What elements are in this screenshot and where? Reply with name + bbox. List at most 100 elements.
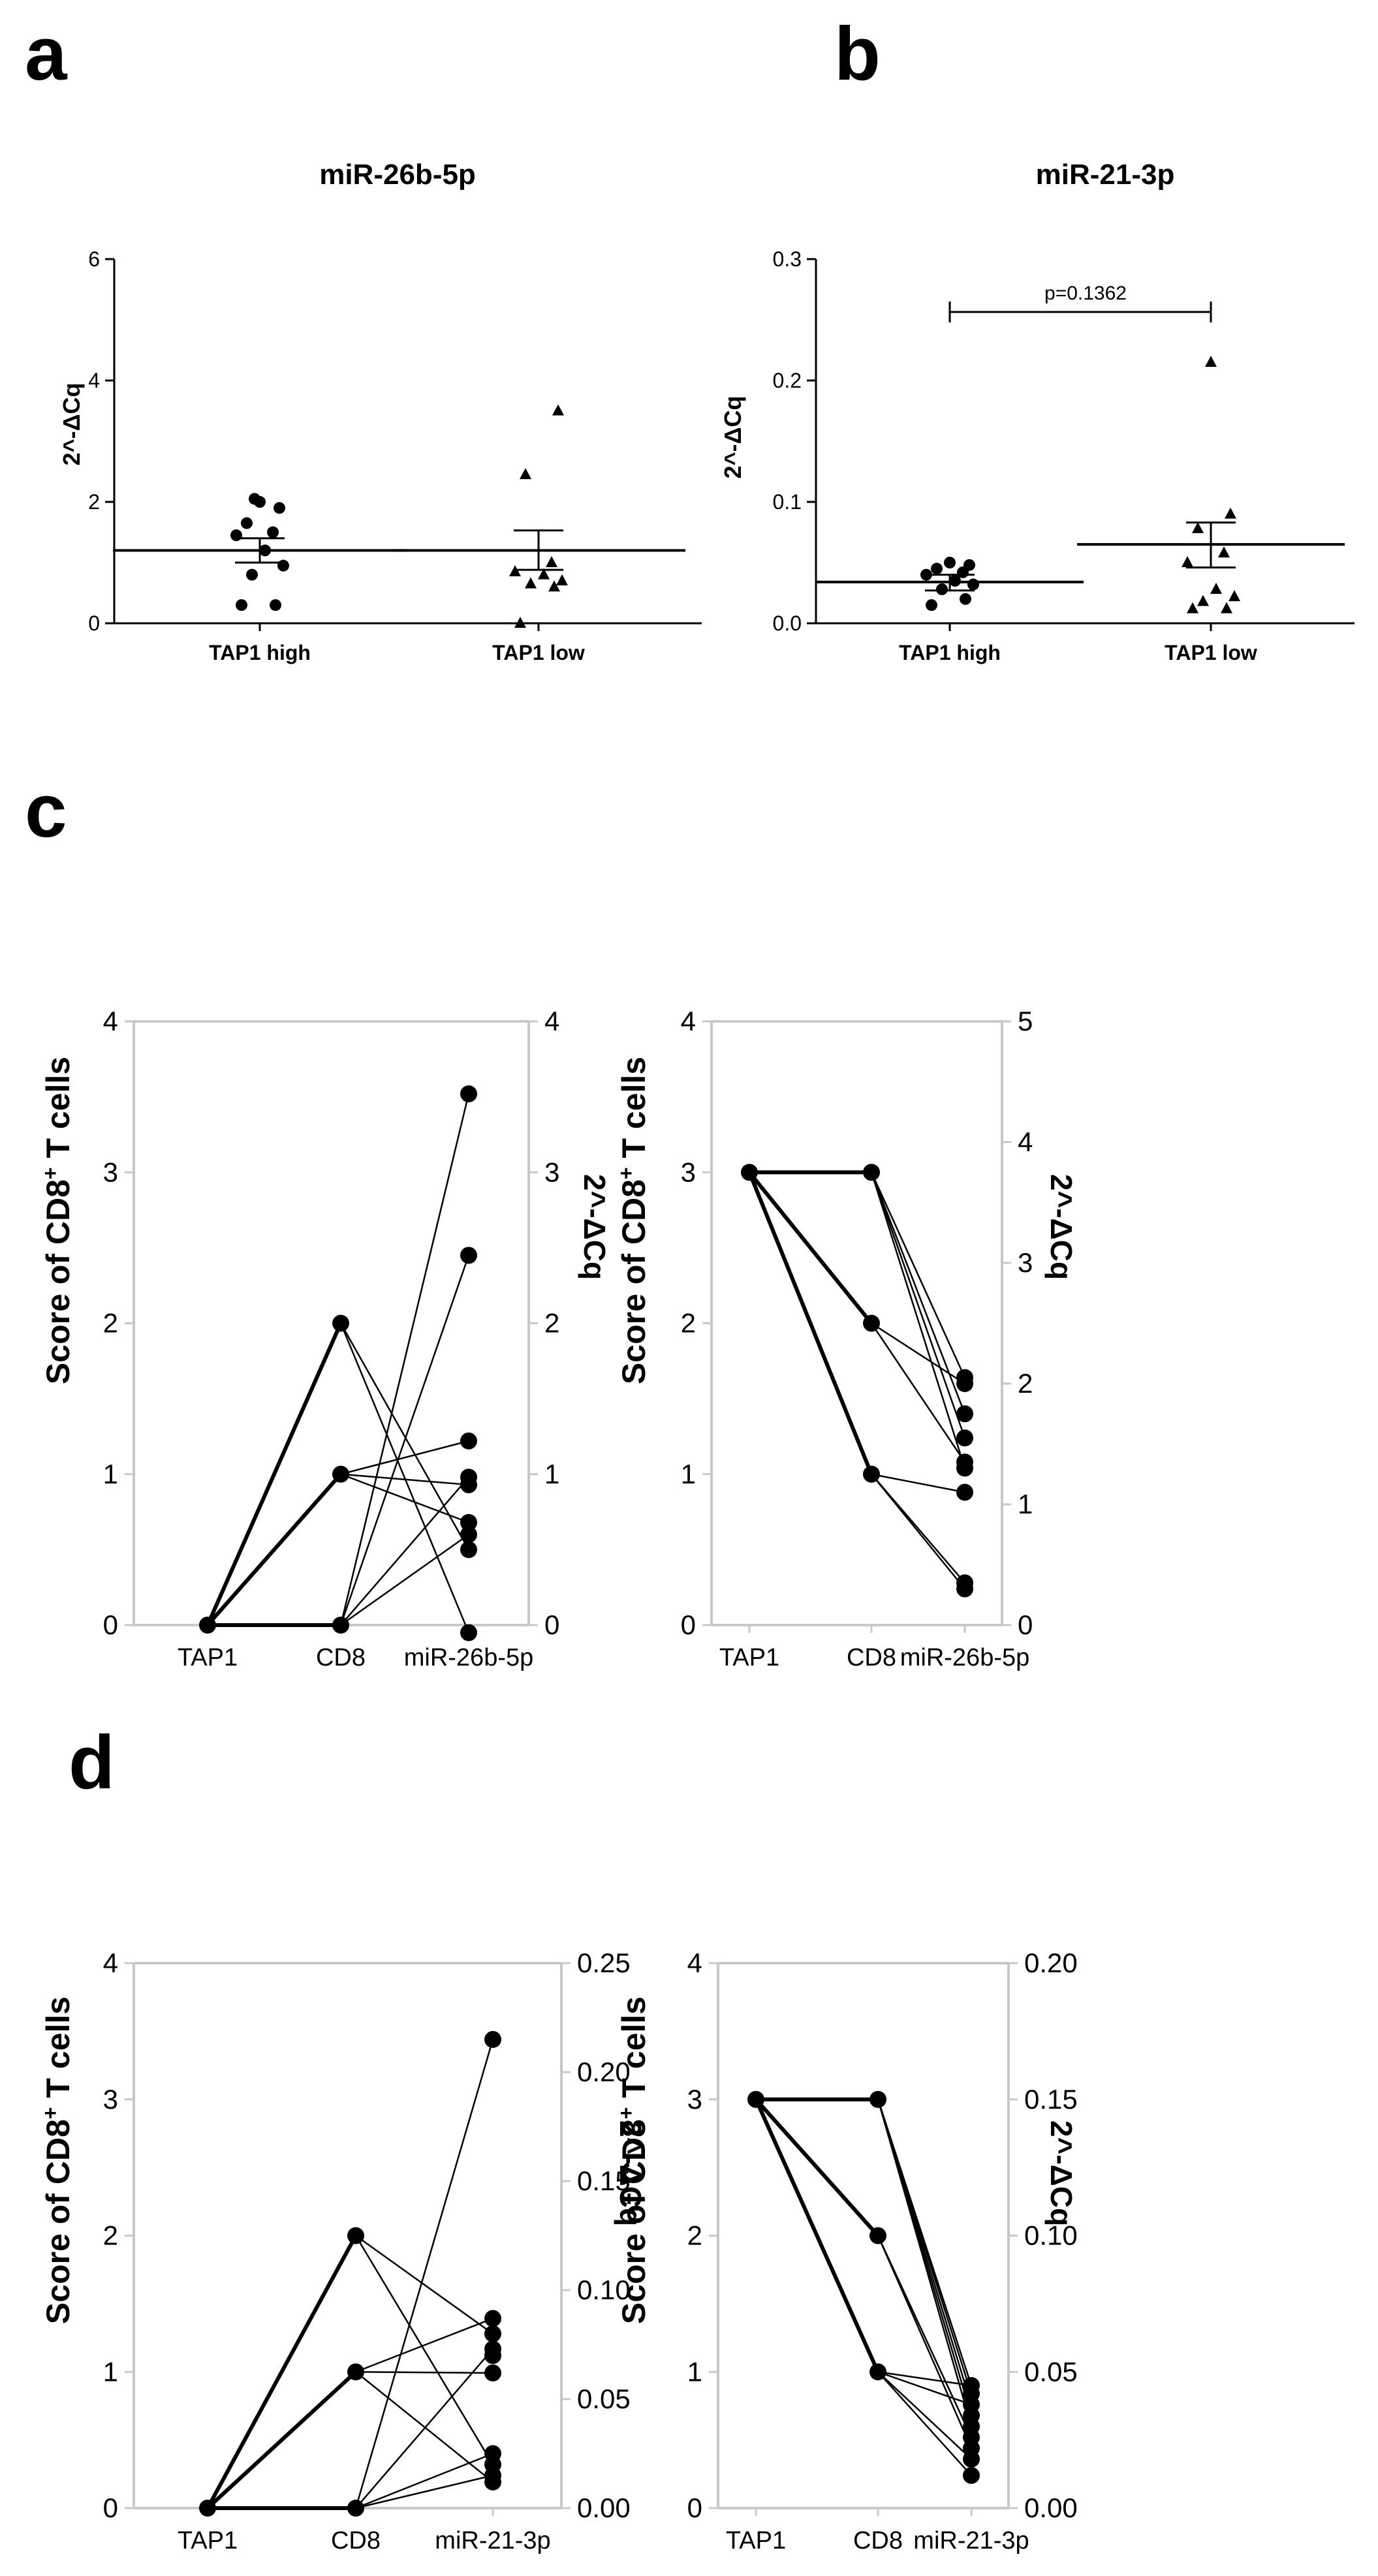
dl-left-tick-label: 2 [103,2220,118,2251]
dr-right-tick-label: 0.15 [1024,2084,1078,2115]
cr-cd8-mirna-line [870,1172,966,1438]
a-point-high [267,526,279,538]
cr-cd8-mirna-line [870,1172,966,1378]
panel-b-axes: 0.0 0.1 0.2 0.3 TAP1 high TAP1 low [773,247,1355,664]
cl-cd8-mirna-line [339,1255,470,1626]
dl-left-tick-label: 3 [103,2084,118,2115]
panel-a-ylabel: 2^-ΔCq [58,383,85,466]
d-right-axes: 0 1 2 3 4 0.00 0.05 0.10 0.15 0.20 TAP1 CD8 miR-21-3… [687,1948,1078,2554]
dr-cd8-mirna-line [877,2371,972,2460]
c-left-ylabel-main: Score of CD8 [40,1179,76,1384]
b-point-low [1218,546,1230,558]
dl-cd8-mirna-line [355,2474,493,2509]
dl-mirna-point [484,2310,501,2327]
dr-right-tick-label: 0.00 [1024,2492,1078,2523]
a-ytick-label: 0 [88,612,100,635]
a-point-high [277,559,289,572]
b-point-high [936,583,948,595]
cr-right-tick-label: 2 [1018,1368,1033,1399]
b-point-low [1182,556,1193,567]
cr-cd8-mirna-line [870,1172,966,1414]
cl-right-tick-label: 3 [544,1156,559,1187]
dl-x-tick-label: TAP1 [178,2527,238,2554]
dl-tap1-cd8-line [206,2370,358,2510]
cl-x-tick-label: miR-26b-5p [404,1644,534,1671]
panel-letter-a: a [25,11,68,96]
cl-tap1-cd8-line [206,1322,343,1626]
cl-left-tick-label: 1 [103,1459,118,1489]
panel-letter-c: c [25,768,67,853]
b-point-low [1187,602,1198,613]
cl-cd8-point [332,1465,349,1483]
panel-b-ylabel: 2^-ΔCq [719,396,746,479]
panel-letter-b: b [834,11,881,96]
cl-cd8-point [332,1617,349,1634]
c-right-right-ylabel: 2^-ΔCq [1044,1174,1078,1280]
cr-right-tick-label: 0 [1018,1609,1033,1640]
cl-cd8-point [332,1314,349,1332]
b-point-low [1210,582,1222,594]
dl-right-tick-label: 0.05 [577,2383,631,2414]
cl-x-tick-label: CD8 [316,1644,366,1671]
cl-mirna-point [460,1476,477,1493]
cl-mirna-point [460,1432,477,1450]
cl-right-tick-label: 4 [544,1006,559,1036]
a-ytick-label: 6 [88,247,100,271]
dr-cd8-point [869,2090,886,2108]
cr-left-tick-label: 0 [681,1609,696,1640]
panel-d-right-chart: Score of CD8+ T cells 2^-ΔCq 0 1 2 3 4 0.00 0.… [614,1948,1078,2554]
dl-cd8-mirna-line [354,2039,494,2509]
dl-cd8-mirna-line [355,2371,493,2483]
panel-b-annotation: p=0.1362 [1044,283,1127,304]
c-right-axes: 0 1 2 3 4 0 1 2 3 4 5 TAP1 CD8 miR-26b-5p [681,1006,1033,1671]
dr-tap1-point [747,2090,764,2108]
b-ytick-label: 0.0 [773,612,802,635]
a-point-low [520,468,531,480]
panel-a-marks [113,404,685,628]
cl-left-tick-label: 4 [103,1006,118,1036]
dl-cd8-point [347,2363,364,2381]
cr-mirna-point [956,1375,973,1392]
d-right-ylabel-main: Score of CD8 [616,2119,652,2324]
b-ytick-label: 0.2 [773,369,802,392]
panel-a-axes: 0 2 4 6 TAP1 high TAP1 low [88,247,702,664]
b-point-high [967,578,979,591]
panel-a-title: miR-26b-5p [319,159,476,191]
cl-right-tick-label: 0 [544,1609,559,1640]
cr-left-tick-label: 2 [681,1308,696,1339]
cl-mirna-point [460,1513,477,1531]
panel-c-right-chart: Score of CD8+ T cells 2^-ΔCq 0 1 2 3 4 0 1 2 3 4 5… [614,1006,1078,1671]
a-point-low [556,574,568,585]
cl-mirna-point [460,1247,477,1264]
cr-right-tick-label: 3 [1018,1247,1033,1278]
panel-letter-d: d [69,1720,115,1805]
cl-mirna-point [460,1085,477,1102]
dr-right-tick-label: 0.20 [1024,1948,1078,1978]
dr-cd8-point [869,2363,886,2381]
b-point-high [963,559,975,571]
cr-mirna-point [956,1459,973,1477]
a-xtick-label: TAP1 low [492,641,585,664]
c-left-right-ylabel: 2^-ΔCq [578,1174,612,1280]
b-point-high [944,557,956,568]
b-xtick-label: TAP1 high [899,641,1001,664]
dr-x-tick-label: TAP1 [726,2527,786,2554]
dl-left-tick-label: 1 [103,2356,118,2387]
d-left-ylabel-sup: + [39,2107,62,2119]
dr-left-tick-label: 1 [687,2356,702,2387]
panel-b-marks [816,302,1345,613]
dr-right-tick-label: 0.10 [1024,2220,1078,2251]
a-point-low [548,580,560,592]
panel-d-left-chart: Score of CD8+ T cells 2^-ΔCq 012340.000.… [39,1948,648,2554]
a-point-high [230,529,242,542]
cr-x-tick-label: miR-26b-5p [900,1644,1030,1671]
cr-right-tick-label: 1 [1018,1489,1033,1519]
panel-b-scatter: miR-21-3p 2^-ΔCq p=0.1362 0.0 0.1 0.2 0.3 TA… [719,159,1355,664]
a-point-high [249,493,260,505]
a-point-low [538,568,550,580]
dr-cd8-mirna-line [877,2371,972,2406]
dl-mirna-point [484,2473,501,2491]
c-left-ylabel-sup: + [39,1167,62,1179]
dl-cd8-mirna-line [355,2318,493,2373]
